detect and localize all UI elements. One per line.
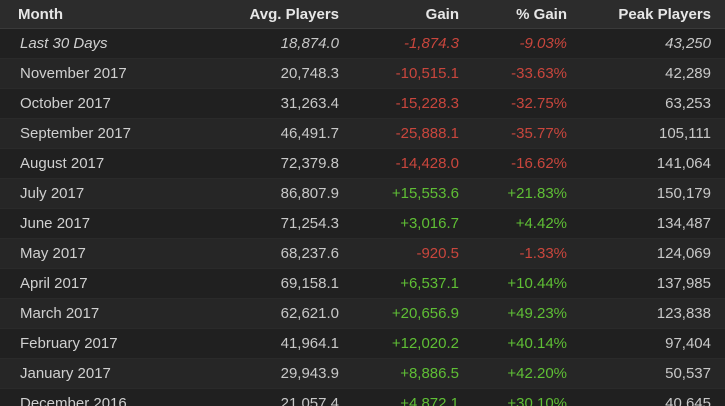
cell-peak-players: 97,404 [575,328,725,359]
header-row: Month Avg. Players Gain % Gain Peak Play… [0,0,725,29]
cell-month: July 2017 [0,178,196,209]
cell-avg-players: 18,874.0 [196,28,347,59]
cell-gain: +20,656.9 [347,298,467,329]
table-row: March 2017 62,621.0 +20,656.9 +49.23% 12… [0,298,725,329]
cell-avg-players: 72,379.8 [196,148,347,179]
cell-avg-players: 69,158.1 [196,268,347,299]
table-row: July 2017 86,807.9 +15,553.6 +21.83% 150… [0,178,725,209]
cell-avg-players: 29,943.9 [196,358,347,389]
table-row: Last 30 Days 18,874.0 -1,874.3 -9.03% 43… [0,28,725,59]
column-header-peak-players[interactable]: Peak Players [575,0,725,29]
table-row: May 2017 68,237.6 -920.5 -1.33% 124,069 [0,238,725,269]
table-row: October 2017 31,263.4 -15,228.3 -32.75% … [0,88,725,119]
cell-avg-players: 71,254.3 [196,208,347,239]
cell-gain: -15,228.3 [347,88,467,119]
cell-peak-players: 63,253 [575,88,725,119]
cell-gain: -920.5 [347,238,467,269]
cell-avg-players: 86,807.9 [196,178,347,209]
cell-gain: +8,886.5 [347,358,467,389]
table-row: August 2017 72,379.8 -14,428.0 -16.62% 1… [0,148,725,179]
cell-percent-gain: -33.63% [467,58,575,89]
cell-month: April 2017 [0,268,196,299]
table-body: Last 30 Days 18,874.0 -1,874.3 -9.03% 43… [0,28,725,406]
cell-month: November 2017 [0,58,196,89]
cell-avg-players: 62,621.0 [196,298,347,329]
cell-gain: +3,016.7 [347,208,467,239]
cell-percent-gain: -9.03% [467,28,575,59]
table-row: January 2017 29,943.9 +8,886.5 +42.20% 5… [0,358,725,389]
cell-gain: -10,515.1 [347,58,467,89]
cell-avg-players: 41,964.1 [196,328,347,359]
cell-percent-gain: -16.62% [467,148,575,179]
cell-gain: +4,872.1 [347,388,467,406]
cell-month: October 2017 [0,88,196,119]
cell-gain: +12,020.2 [347,328,467,359]
cell-month: September 2017 [0,118,196,149]
column-header-month[interactable]: Month [0,0,196,29]
cell-percent-gain: +4.42% [467,208,575,239]
cell-peak-players: 134,487 [575,208,725,239]
cell-month: January 2017 [0,358,196,389]
cell-avg-players: 31,263.4 [196,88,347,119]
cell-gain: +15,553.6 [347,178,467,209]
cell-gain: -1,874.3 [347,28,467,59]
cell-month: May 2017 [0,238,196,269]
table-row: November 2017 20,748.3 -10,515.1 -33.63%… [0,58,725,89]
cell-peak-players: 50,537 [575,358,725,389]
cell-percent-gain: -32.75% [467,88,575,119]
cell-avg-players: 21,057.4 [196,388,347,406]
cell-percent-gain: -1.33% [467,238,575,269]
column-header-avg-players[interactable]: Avg. Players [196,0,347,29]
table-row: February 2017 41,964.1 +12,020.2 +40.14%… [0,328,725,359]
cell-peak-players: 150,179 [575,178,725,209]
cell-percent-gain: +40.14% [467,328,575,359]
cell-peak-players: 43,250 [575,28,725,59]
cell-peak-players: 141,064 [575,148,725,179]
cell-peak-players: 40,645 [575,388,725,406]
cell-month: August 2017 [0,148,196,179]
cell-percent-gain: +21.83% [467,178,575,209]
cell-avg-players: 20,748.3 [196,58,347,89]
cell-avg-players: 46,491.7 [196,118,347,149]
table-row: September 2017 46,491.7 -25,888.1 -35.77… [0,118,725,149]
cell-gain: +6,537.1 [347,268,467,299]
cell-month: Last 30 Days [0,28,196,59]
cell-peak-players: 123,838 [575,298,725,329]
cell-peak-players: 124,069 [575,238,725,269]
cell-month: December 2016 [0,388,196,406]
cell-avg-players: 68,237.6 [196,238,347,269]
cell-gain: -14,428.0 [347,148,467,179]
cell-month: June 2017 [0,208,196,239]
cell-peak-players: 137,985 [575,268,725,299]
table-header: Month Avg. Players Gain % Gain Peak Play… [0,0,725,29]
cell-month: February 2017 [0,328,196,359]
cell-percent-gain: +42.20% [467,358,575,389]
cell-percent-gain: +10.44% [467,268,575,299]
cell-peak-players: 105,111 [575,118,725,149]
cell-gain: -25,888.1 [347,118,467,149]
column-header-percent-gain[interactable]: % Gain [467,0,575,29]
cell-month: March 2017 [0,298,196,329]
cell-percent-gain: -35.77% [467,118,575,149]
table-row: June 2017 71,254.3 +3,016.7 +4.42% 134,4… [0,208,725,239]
table-row: April 2017 69,158.1 +6,537.1 +10.44% 137… [0,268,725,299]
cell-percent-gain: +49.23% [467,298,575,329]
column-header-gain[interactable]: Gain [347,0,467,29]
cell-percent-gain: +30.10% [467,388,575,406]
table-row: December 2016 21,057.4 +4,872.1 +30.10% … [0,388,725,406]
cell-peak-players: 42,289 [575,58,725,89]
